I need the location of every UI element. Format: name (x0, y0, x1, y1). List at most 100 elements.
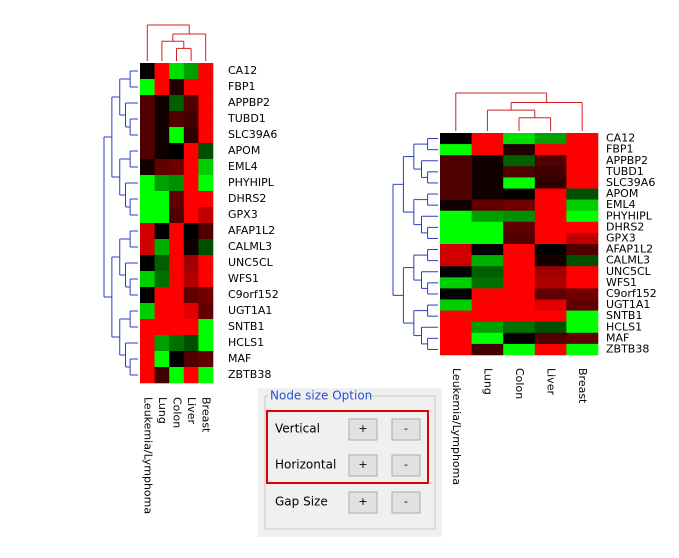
heatmap-cell (566, 288, 599, 300)
heatmap-cell (183, 223, 199, 240)
column-label: Breast (576, 368, 589, 404)
gene-label: ZBTB38 (606, 342, 649, 355)
heatmap-cell (566, 166, 599, 178)
heatmap-cell (534, 266, 567, 278)
heatmap-cell (534, 177, 567, 189)
heatmap-cell (169, 351, 185, 368)
heatmap-cell (440, 221, 472, 234)
heatmap-cell (503, 299, 536, 311)
heatmap-cell (169, 95, 185, 112)
heatmap-cell (503, 144, 536, 156)
gene-label: SNTB1 (228, 320, 264, 333)
heatmap-cell (183, 207, 199, 224)
heatmap-cell (503, 232, 536, 245)
button[interactable] (391, 418, 421, 441)
gene-label: WFS1 (228, 272, 259, 285)
heatmap-cell (198, 95, 214, 112)
heatmap-cell (440, 210, 472, 223)
heatmap-cell (140, 95, 155, 112)
heatmap-cell (566, 155, 599, 167)
gene-label: FBP1 (606, 143, 634, 156)
gene-label: ZBTB38 (228, 368, 271, 381)
gene-label: UGT1A1 (606, 298, 650, 311)
heatmap-cell (440, 343, 472, 356)
heatmap-cell (503, 255, 536, 267)
heatmap-cell (140, 255, 155, 272)
heatmap-cell (503, 321, 536, 334)
heatmap-cell (183, 367, 199, 384)
heatmap-cell (169, 175, 185, 192)
button[interactable] (391, 454, 421, 477)
heatmap-cell (154, 63, 170, 80)
heatmap-cell (198, 79, 214, 96)
heatmap-cell (198, 255, 214, 272)
heatmap-cell (169, 255, 185, 272)
heatmap-cell (183, 63, 199, 80)
heatmap-cell (534, 144, 567, 156)
heatmap-cell (534, 188, 567, 200)
gene-label: APOM (228, 144, 260, 157)
heatmap-cell (471, 210, 504, 223)
heatmap-cell (566, 277, 599, 289)
heatmap-cell (471, 266, 504, 278)
heatmap-cell (471, 221, 504, 234)
option-label: Horizontal (275, 458, 336, 472)
heatmap-cell (440, 321, 472, 334)
heatmap-cell (154, 207, 170, 224)
button[interactable] (348, 491, 378, 514)
heatmap-cell (198, 127, 214, 144)
heatmap-cell (154, 95, 170, 112)
button-label: + (358, 422, 367, 435)
heatmap-cell (169, 287, 185, 304)
column-label: Colon (513, 368, 526, 399)
heatmap-cell (471, 133, 504, 145)
heatmap-cell (503, 343, 536, 356)
heatmap-cell (198, 319, 214, 336)
heatmap-cell (140, 367, 155, 384)
heatmap-cell (534, 255, 567, 267)
heatmap-cell (154, 287, 170, 304)
heatmap-cell (169, 239, 185, 256)
heatmap-cell (440, 266, 472, 278)
gene-label: APPBP2 (606, 154, 648, 167)
gene-label: HCLS1 (228, 336, 264, 349)
heatmap-cell (198, 271, 214, 288)
column-label: Colon (171, 397, 184, 428)
panel-title-bg (268, 390, 366, 402)
heatmap-cell (198, 207, 214, 224)
heatmap-cell (198, 63, 214, 80)
heatmap-cell (169, 319, 185, 336)
heatmap-cell (169, 127, 185, 144)
heatmap-cell (471, 232, 504, 245)
heatmap-cell (140, 79, 155, 96)
heatmap-cell (503, 155, 536, 167)
heatmap-cell (471, 277, 504, 289)
heatmap-cell (140, 223, 155, 240)
heatmap-cell (154, 367, 170, 384)
column-label: Leukemia/Lymphoma (450, 368, 463, 485)
heatmap-cell (140, 239, 155, 256)
heatmap-cell (183, 95, 199, 112)
button-label: - (404, 422, 408, 435)
heatmap-cell (534, 332, 567, 345)
heatmap-cell (183, 303, 199, 320)
heatmap-cell (471, 255, 504, 267)
button[interactable] (348, 418, 378, 441)
heatmap-cell (471, 155, 504, 167)
heatmap-cell (534, 244, 567, 256)
gene-label: SLC39A6 (228, 128, 277, 141)
heatmap-cell (183, 159, 199, 176)
button[interactable] (348, 454, 378, 477)
heatmap-cell (566, 232, 599, 245)
heatmap-cell (183, 191, 199, 208)
heatmap-cell (503, 188, 536, 200)
heatmap-cell (198, 335, 214, 352)
heatmap-cell (471, 177, 504, 189)
heatmap-cell (154, 303, 170, 320)
button[interactable] (391, 491, 421, 514)
heatmap-cell (471, 343, 504, 356)
heatmap-cell (198, 223, 214, 240)
heatmap-cell (140, 159, 155, 176)
heatmap-cell (566, 133, 599, 145)
heatmap-cell (198, 111, 214, 128)
